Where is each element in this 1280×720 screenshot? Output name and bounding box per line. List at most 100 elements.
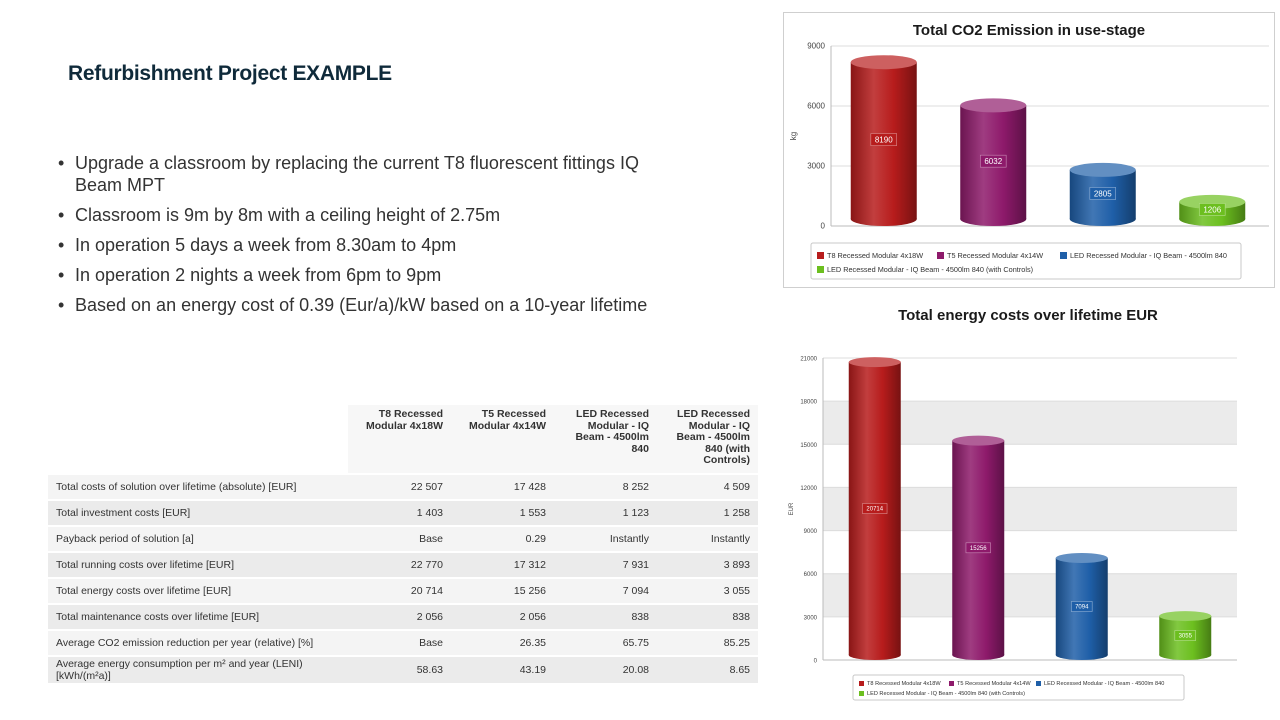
table-row-label: Total costs of solution over lifetime (a…	[48, 472, 348, 500]
chart-title: Total energy costs over lifetime EUR	[898, 307, 1158, 324]
table-row: Total costs of solution over lifetime (a…	[48, 472, 758, 500]
y-tick-label: 0	[821, 222, 826, 231]
legend-swatch	[859, 691, 864, 696]
table-cell: 7 931	[554, 550, 657, 578]
table-row-label: Total energy costs over lifetime [EUR]	[48, 576, 348, 604]
table-cell: 0.29	[451, 524, 554, 552]
legend-label: LED Recessed Modular - IQ Beam - 4500lm …	[1070, 251, 1227, 260]
legend-label: LED Recessed Modular - IQ Beam - 4500lm …	[867, 691, 1025, 697]
table-cell: 1 553	[451, 498, 554, 526]
table-header-blank	[48, 405, 348, 474]
legend-label: T5 Recessed Modular 4x14W	[957, 681, 1031, 687]
legend-label: LED Recessed Modular - IQ Beam - 4500lm …	[1044, 681, 1164, 687]
legend-label: T8 Recessed Modular 4x18W	[827, 251, 923, 260]
energy-chart-svg: 0 3000 6000 9000 12000 15000 18000 21000 EUR 2071…	[789, 357, 1237, 701]
data-label: 1206	[1203, 205, 1221, 214]
table-row-label: Payback period of solution [a]	[48, 524, 348, 552]
table-cell: 838	[554, 602, 657, 630]
table-cell: 3 055	[657, 576, 758, 604]
table-cell: 58.63	[348, 654, 451, 683]
table-header-cell: LED Recessed Modular - IQ Beam - 4500lm …	[676, 408, 750, 466]
bar-top	[1179, 194, 1246, 209]
table-row: Total energy costs over lifetime [EUR] 2…	[48, 576, 758, 604]
bullet-item: In operation 2 nights a week from 6pm to…	[58, 264, 678, 286]
data-label-box	[1089, 187, 1116, 200]
data-label: 6032	[984, 157, 1002, 166]
y-tick-label: 21000	[800, 357, 817, 363]
table-cell: 15 256	[451, 576, 554, 604]
legend-swatch	[949, 681, 954, 686]
y-tick-label: 12000	[800, 486, 817, 492]
bar-top	[952, 435, 1005, 446]
y-tick-label: 0	[814, 659, 818, 665]
table-cell: 838	[657, 602, 758, 630]
bullet-item: Based on an energy cost of 0.39 (Eur/a)/…	[58, 294, 678, 316]
slide-title: Refurbishment Project EXAMPLE	[68, 62, 392, 85]
legend-swatch	[1060, 252, 1067, 259]
bullet-item: Upgrade a classroom by replacing the cur…	[58, 152, 678, 196]
y-tick-label: 3000	[804, 615, 818, 621]
data-label: 20714	[866, 507, 883, 513]
table-cell: 4 509	[657, 472, 758, 500]
bar-base	[1159, 650, 1212, 660]
table-header-cell: LED Recessed Modular - IQ Beam - 4500lm …	[575, 408, 649, 455]
table-cell: Base	[348, 524, 451, 552]
table-row: Total running costs over lifetime [EUR] …	[48, 550, 758, 578]
table-cell: 22 770	[348, 550, 451, 578]
table-row-label: Total investment costs [EUR]	[48, 498, 348, 526]
energy-cost-chart: Total energy costs over lifetime EUR 0 30…	[783, 302, 1273, 712]
data-label-box	[1071, 601, 1093, 612]
bar-base	[1069, 212, 1136, 226]
y-tick-label: 6000	[807, 102, 825, 111]
data-label-box	[862, 503, 888, 514]
y-axis-label: kg	[789, 132, 798, 140]
y-tick-label: 18000	[800, 400, 817, 406]
table-header-row: T8 Recessed Modular 4x18W T5 Recessed Mo…	[48, 405, 758, 474]
y-axis-label: EUR	[789, 502, 795, 515]
y-tick-label: 3000	[807, 162, 825, 171]
bullet-item: Classroom is 9m by 8m with a ceiling hei…	[58, 204, 678, 226]
table-row-label: Total running costs over lifetime [EUR]	[48, 550, 348, 578]
table-cell: 26.35	[451, 628, 554, 656]
y-tick-label: 9000	[804, 529, 818, 535]
bullet-list: Upgrade a classroom by replacing the cur…	[58, 152, 678, 324]
table-cell: 1 123	[554, 498, 657, 526]
bar-base	[850, 212, 917, 226]
bar-top	[850, 55, 917, 70]
y-tick-label: 6000	[804, 572, 818, 578]
bar-base	[1179, 212, 1246, 226]
data-label: 2805	[1094, 189, 1112, 198]
bar-top	[1055, 552, 1108, 563]
table-cell: Instantly	[657, 524, 758, 552]
table-cell: 65.75	[554, 628, 657, 656]
table-cell: Base	[348, 628, 451, 656]
table-cell: 8.65	[657, 654, 758, 683]
legend-swatch	[1036, 681, 1041, 686]
table-row-label: Total maintenance costs over lifetime [E…	[48, 602, 348, 630]
table-cell: 2 056	[348, 602, 451, 630]
table-cell: 20 714	[348, 576, 451, 604]
chart-title: Total CO2 Emission in use-stage	[912, 22, 1146, 39]
table-row: Total investment costs [EUR] 1 403 1 553…	[48, 498, 758, 526]
table-cell: 43.19	[451, 654, 554, 683]
legend-box	[810, 242, 1242, 280]
table-cell: 1 258	[657, 498, 758, 526]
table-cell: 8 252	[554, 472, 657, 500]
table-cell: 85.25	[657, 628, 758, 656]
table-row-label: Average energy consumption per m² and ye…	[48, 654, 348, 683]
legend-swatch	[817, 266, 824, 273]
data-label-box	[870, 133, 897, 146]
table-row: Total maintenance costs over lifetime [E…	[48, 602, 758, 630]
y-tick-label: 9000	[807, 42, 825, 51]
legend-box	[852, 674, 1185, 701]
bar-base	[1055, 650, 1108, 660]
data-label-box	[965, 542, 991, 554]
bar-top	[1069, 162, 1136, 177]
data-label-box	[980, 154, 1007, 168]
table-cell: 2 056	[451, 602, 554, 630]
data-label: 3055	[1179, 634, 1193, 640]
table-cell: Instantly	[554, 524, 657, 552]
table-cell: 22 507	[348, 472, 451, 500]
table-row: Average energy consumption per m² and ye…	[48, 654, 758, 683]
table-header-cell: T5 Recessed Modular 4x14W	[468, 408, 546, 432]
